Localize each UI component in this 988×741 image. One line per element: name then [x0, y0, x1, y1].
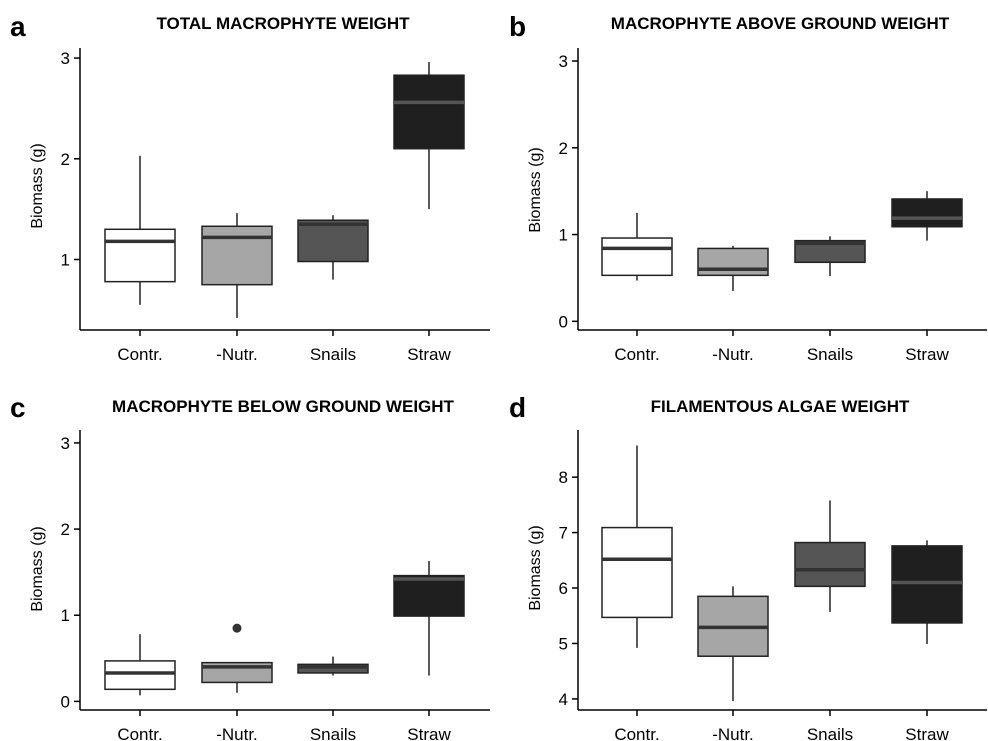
y-tick-label-d-7: 7: [559, 524, 568, 543]
panel-b: b MACROPHYTE ABOVE GROUND WEIGHT Biomass…: [509, 11, 987, 364]
panel-letter-b: b: [509, 11, 526, 42]
plot-area-b: 0 1 2 3 Contr. -Nutr. Snails Straw: [559, 48, 987, 364]
box-a-straw: [393, 74, 465, 150]
box-b-nutr: [697, 247, 769, 277]
y-tick-label-c-0: 0: [61, 692, 70, 711]
y-tick-label-b-2: 2: [559, 139, 568, 158]
panel-letter-c: c: [10, 392, 26, 423]
x-tick-label-b-contr: Contr.: [614, 345, 659, 364]
panel-a: a TOTAL MACROPHYTE WEIGHT Biomass (g) 1 2…: [10, 11, 490, 364]
x-tick-label-c-snails: Snails: [310, 725, 356, 741]
x-tick-label-c-straw: Straw: [407, 725, 451, 741]
box-d-contr: [601, 526, 673, 619]
box-b-straw: [891, 198, 963, 228]
outlier-c-nutr-0: [232, 623, 242, 633]
y-tick-label-c-2: 2: [61, 520, 70, 539]
plot-area-a: 1 2 3 Contr. -Nutr. Snails Straw: [61, 48, 490, 364]
panel-letter-d: d: [509, 392, 526, 423]
box-d-straw: [891, 545, 963, 624]
x-tick-label-d-snails: Snails: [807, 725, 853, 741]
plot-area-c: 0 1 2 3 Contr. -Nutr. Snails Straw: [61, 430, 490, 741]
y-tick-label-a-1: 1: [61, 251, 70, 270]
panel-title-b: MACROPHYTE ABOVE GROUND WEIGHT: [611, 14, 950, 33]
y-tick-label-d-8: 8: [559, 468, 568, 487]
x-tick-label-d-straw: Straw: [905, 725, 949, 741]
y-axis-label-d: Biomass (g): [527, 525, 544, 610]
y-tick-label-b-3: 3: [559, 52, 568, 71]
box-d-snails: [794, 541, 866, 588]
x-tick-label-b-nutr: -Nutr.: [712, 345, 754, 364]
x-tick-label-b-straw: Straw: [905, 345, 949, 364]
x-tick-label-d-nutr: -Nutr.: [712, 725, 754, 741]
box-a-nutr: [201, 225, 273, 286]
box-b-contr: [601, 237, 673, 277]
y-axis-label-a: Biomass (g): [29, 143, 46, 228]
box-c-contr: [104, 660, 176, 691]
y-axis-label-c: Biomass (g): [29, 526, 46, 611]
x-tick-label-c-nutr: -Nutr.: [216, 725, 258, 741]
x-tick-label-b-snails: Snails: [807, 345, 853, 364]
y-tick-label-d-5: 5: [559, 634, 568, 653]
x-tick-label-a-snails: Snails: [310, 345, 356, 364]
panel-title-c: MACROPHYTE BELOW GROUND WEIGHT: [112, 397, 454, 416]
plot-area-d: 4 5 6 7 8 Contr. -Nutr. Snails Straw: [559, 430, 987, 741]
y-tick-label-d-4: 4: [559, 690, 568, 709]
y-tick-label-c-1: 1: [61, 606, 70, 625]
y-tick-label-c-3: 3: [61, 434, 70, 453]
y-axis-label-b: Biomass (g): [527, 147, 544, 232]
y-tick-label-b-0: 0: [559, 312, 568, 331]
x-tick-label-a-nutr: -Nutr.: [216, 345, 258, 364]
y-tick-label-d-6: 6: [559, 579, 568, 598]
panel-letter-a: a: [10, 11, 26, 42]
panel-title-d: FILAMENTOUS ALGAE WEIGHT: [651, 397, 910, 416]
panel-title-a: TOTAL MACROPHYTE WEIGHT: [156, 14, 410, 33]
x-tick-label-d-contr: Contr.: [614, 725, 659, 741]
x-tick-label-a-contr: Contr.: [117, 345, 162, 364]
x-tick-label-a-straw: Straw: [407, 345, 451, 364]
box-b-snails: [794, 239, 866, 264]
box-a-snails: [297, 219, 369, 263]
y-tick-label-a-2: 2: [61, 150, 70, 169]
x-tick-label-c-contr: Contr.: [117, 725, 162, 741]
y-tick-label-b-1: 1: [559, 226, 568, 245]
y-tick-label-a-3: 3: [61, 49, 70, 68]
box-a-contr: [104, 228, 176, 283]
panel-d: d FILAMENTOUS ALGAE WEIGHT Biomass (g) 4…: [509, 392, 987, 741]
box-c-straw: [393, 574, 465, 617]
panel-c: c MACROPHYTE BELOW GROUND WEIGHT Biomass…: [10, 392, 490, 741]
